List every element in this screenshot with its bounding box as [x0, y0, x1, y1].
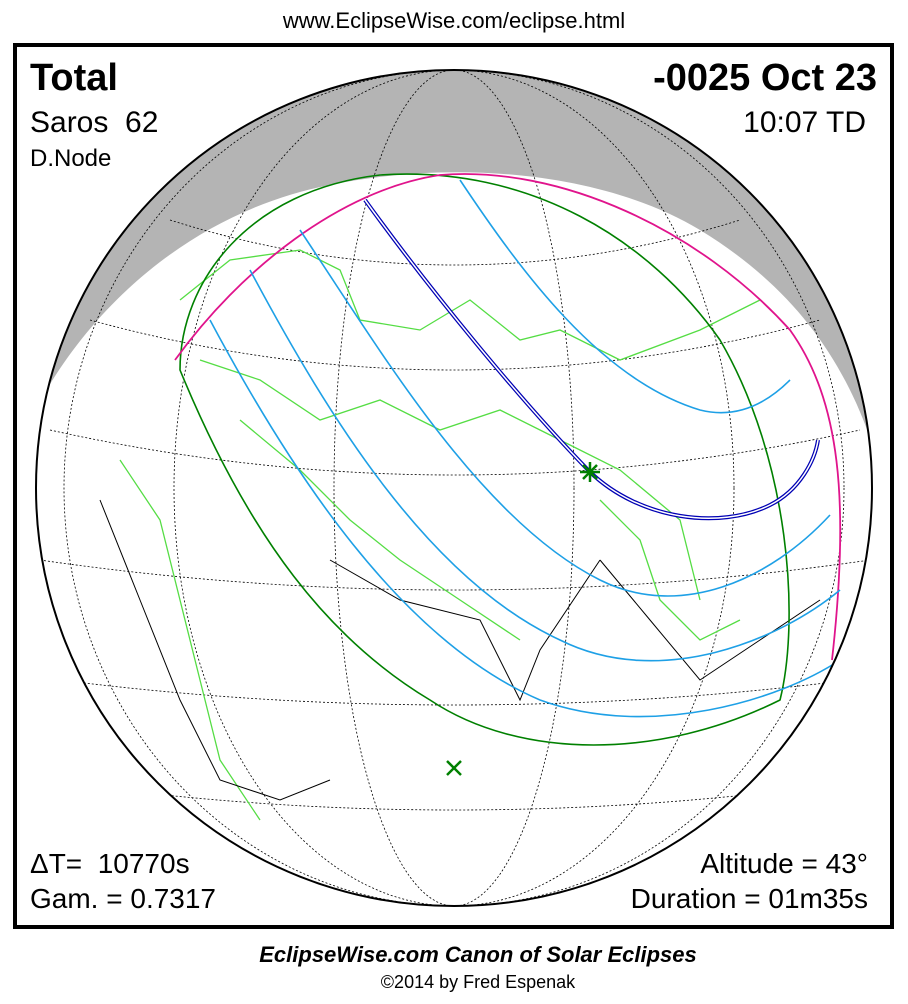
url: www.EclipseWise.com/eclipse.html: [282, 8, 625, 33]
duration: Duration = 01m35s: [631, 883, 868, 914]
time: 10:07 TD: [743, 106, 866, 139]
delta-t: ΔT= 10770s: [30, 848, 190, 879]
node: D.Node: [30, 145, 111, 172]
altitude: Altitude = 43°: [700, 848, 868, 879]
footer-copyright: ©2014 by Fred Espenak: [381, 972, 576, 992]
greatest-eclipse-marker: [580, 462, 600, 482]
footer-title: EclipseWise.com Canon of Solar Eclipses: [259, 942, 697, 967]
magnitude-curves: [209, 179, 841, 718]
eclipse-type: Total: [30, 57, 118, 99]
penumbral-limit: [179, 173, 790, 746]
gamma: Gam. = 0.7317: [30, 883, 216, 914]
path-of-totality-inner: [364, 199, 819, 519]
eclipse-date: -0025 Oct 23: [653, 57, 877, 99]
saros: Saros 62: [30, 106, 158, 139]
sub-solar-marker: [446, 760, 462, 776]
land-borders: [119, 249, 761, 821]
globe-outline: [35, 69, 873, 907]
rise-set-curve: [174, 173, 842, 661]
